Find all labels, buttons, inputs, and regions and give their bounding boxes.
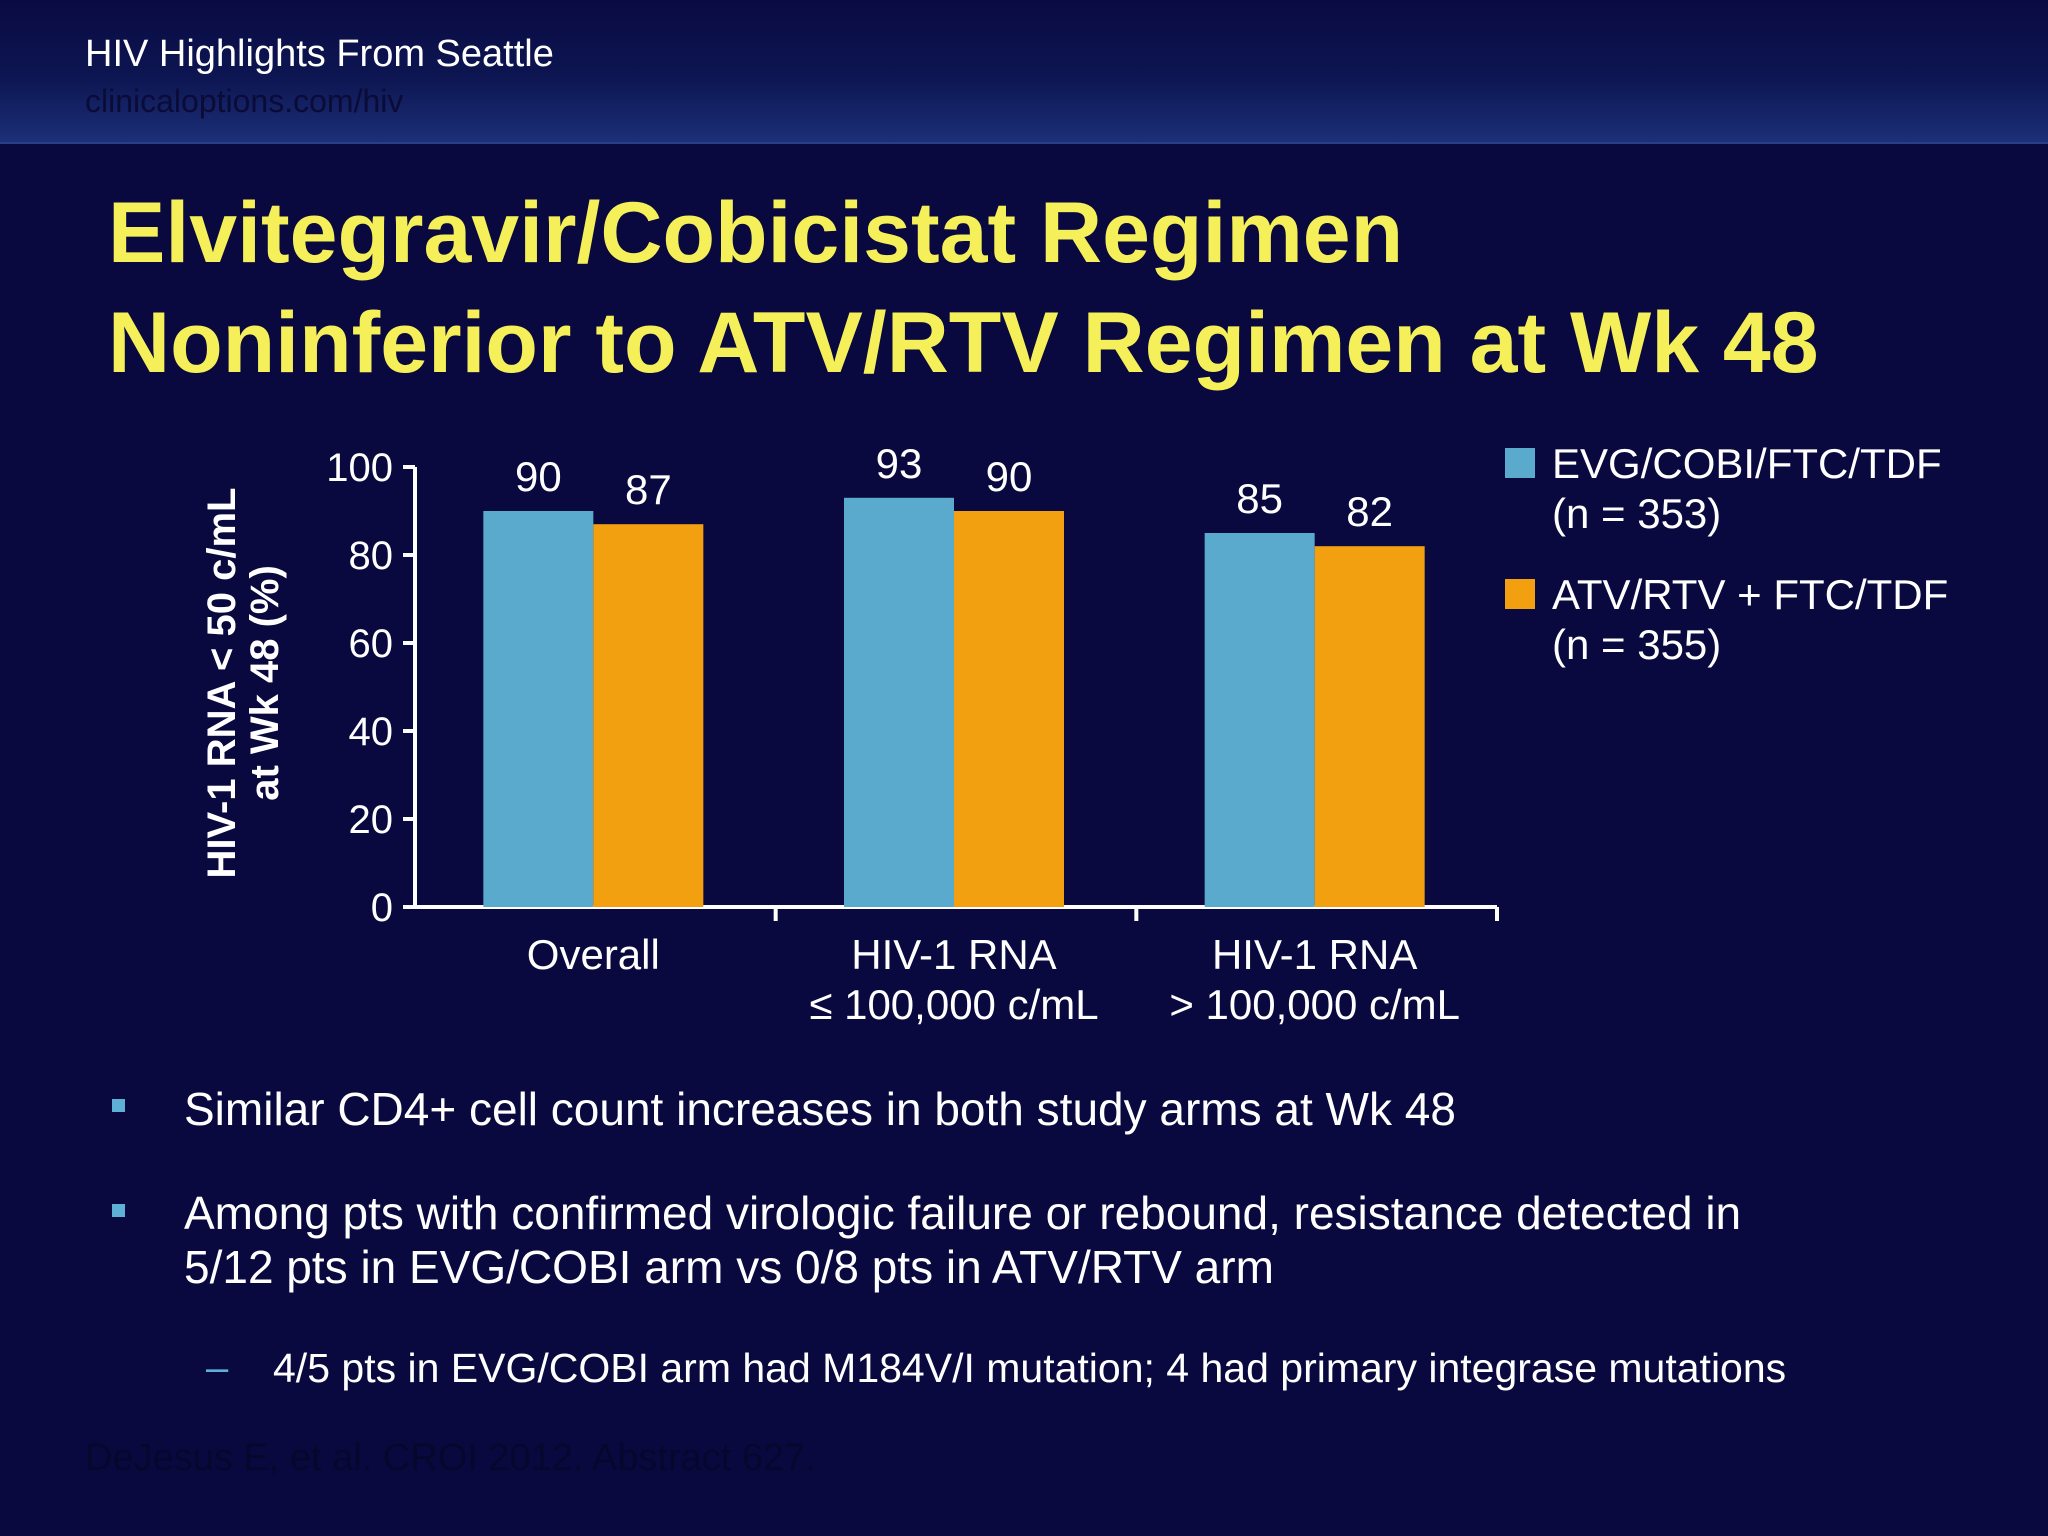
y-axis-label-line-1: HIV-1 RNA < 50 c/mL [200,488,244,879]
category-label-3-line-1: HIV-1 RNA [1212,931,1417,978]
bullet-2-line-2: 5/12 pts in EVG/COBI arm vs 0/8 pts in A… [184,1241,1274,1293]
bullet-1: Similar CD4+ cell count increases in bot… [184,1083,1456,1135]
legend-swatch-1 [1505,448,1535,478]
bullet-2-line-1: Among pts with confirmed virologic failu… [184,1187,1742,1239]
category-label-2-line-2: ≤ 100,000 c/mL [809,981,1098,1028]
slide-title-line-1: Elvitegravir/Cobicistat Regimen [108,185,1404,281]
legend-label-2-line-1: ATV/RTV + FTC/TDF [1552,571,1948,618]
header-url: clinicaloptions.com/hiv [85,83,404,119]
data-label-series1-cat1: 90 [515,453,562,500]
bullet-marker-2 [112,1204,125,1217]
legend-label-1-line-1: EVG/COBI/FTC/TDF [1552,440,1942,487]
bullet-marker-1 [112,1099,125,1112]
y-tick-label-80: 80 [349,534,394,578]
category-label-1-line-1: Overall [527,931,660,978]
legend-swatch-2 [1505,579,1535,609]
header-title: HIV Highlights From Seattle [85,33,554,75]
slide-title-line-2: Noninferior to ATV/RTV Regimen at Wk 48 [108,295,1819,391]
bar-series2-cat2 [954,511,1064,907]
bar-series2-cat1 [593,524,704,907]
category-label-3-line-2: > 100,000 c/mL [1169,981,1460,1028]
y-tick-label-60: 60 [349,622,394,666]
y-tick-label-20: 20 [349,798,394,842]
bar-series1-cat2 [844,497,954,907]
category-label-2-line-1: HIV-1 RNA [851,931,1056,978]
data-label-series2-cat1: 87 [625,466,672,513]
y-axis-label-line-2: at Wk 48 (%) [243,565,287,801]
legend-label-2-line-2: (n = 355) [1552,621,1721,668]
header-bar: HIV Highlights From Seattle clinicalopti… [0,0,2048,144]
y-tick-label-40: 40 [349,710,394,754]
y-tick-label-0: 0 [371,886,393,930]
y-tick-label-100: 100 [326,446,393,490]
data-label-series1-cat2: 93 [876,440,923,487]
data-label-series2-cat3: 82 [1346,488,1393,535]
bar-series2-cat3 [1314,546,1425,907]
bar-series1-cat3 [1204,533,1315,907]
data-label-series2-cat2: 90 [986,453,1033,500]
bar-series1-cat1 [483,511,594,907]
bar-chart: 0 20 40 60 80 100 HIV-1 RNA < 50 c/mL at Wk 48 … [200,440,1948,1028]
slide-title: Elvitegravir/Cobicistat Regimen Noninfer… [108,178,2008,398]
legend-label-1-line-2: (n = 353) [1552,490,1721,537]
data-label-series1-cat3: 85 [1236,475,1283,522]
sub-bullet-dash: – [206,1346,229,1390]
citation: DeJesus E, et al. CROI 2012. Abstract 62… [85,1437,816,1479]
sub-bullet-1: 4/5 pts in EVG/COBI arm had M184V/I muta… [273,1345,1787,1391]
